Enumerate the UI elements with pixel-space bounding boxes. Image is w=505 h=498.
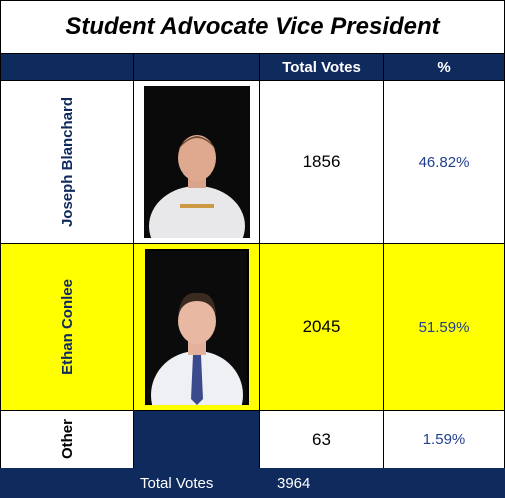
name-cell: Other [0, 410, 134, 469]
header-text: Total Votes [282, 58, 361, 76]
votes: 1856 [302, 152, 341, 171]
photo-cell [133, 243, 260, 411]
percent: 51.59% [418, 318, 470, 336]
title: Student Advocate Vice President [65, 13, 440, 40]
footer-label: Total Votes [140, 474, 214, 492]
votes-cell: 63 [259, 410, 384, 469]
footer-row [0, 468, 505, 498]
votes: 2045 [302, 317, 341, 336]
name-cell: Ethan Conlee [0, 243, 134, 411]
photo-cell [133, 80, 260, 244]
photo-cell [133, 410, 260, 469]
percent: 46.82% [418, 153, 470, 171]
header-empty [133, 53, 260, 81]
percent: 1.59% [422, 431, 466, 448]
header-empty [0, 53, 134, 81]
footer-total: 3964 [277, 474, 311, 492]
candidate-name: Ethan Conlee [58, 279, 76, 375]
votes: 63 [312, 429, 331, 449]
header-cell: Total Votes [259, 53, 384, 81]
percent-cell: 1.59% [383, 410, 505, 469]
header-cell: % [383, 53, 505, 81]
candidate-name: Joseph Blanchard [58, 96, 76, 228]
title-cell: Student Advocate Vice President [0, 0, 505, 54]
header-text: % [437, 58, 451, 76]
votes-cell: 1856 [259, 80, 384, 244]
percent-cell: 46.82% [383, 80, 505, 244]
votes-cell: 2045 [259, 243, 384, 411]
name-cell: Joseph Blanchard [0, 80, 134, 244]
photo [144, 249, 249, 405]
candidate-name: Other [58, 419, 76, 460]
percent-cell: 51.59% [383, 243, 505, 411]
photo [143, 86, 250, 238]
